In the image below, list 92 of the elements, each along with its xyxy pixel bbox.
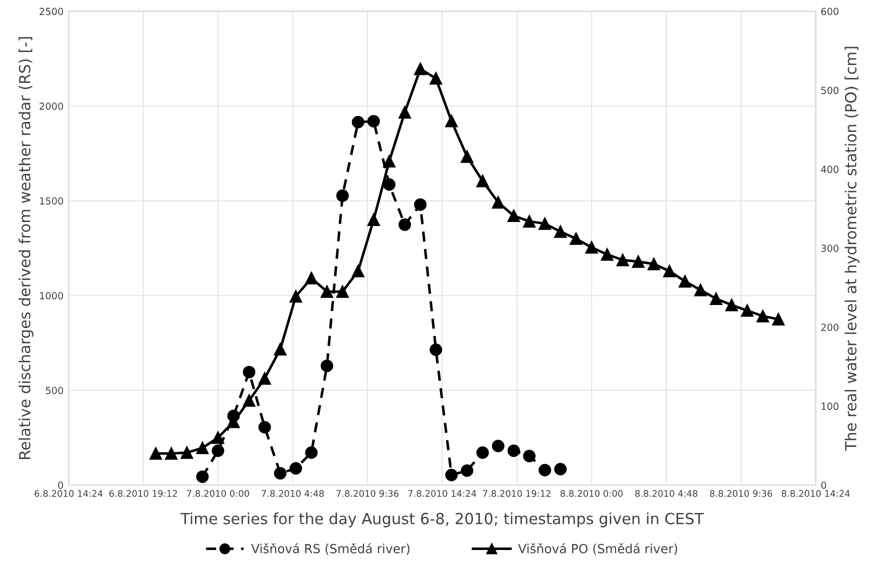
x-tick-label: 7.8.2010 4:48 [262, 490, 324, 497]
y-axis-title: Relative discharges derived from weather radar (RS) [-] [18, 37, 34, 459]
point [180, 446, 194, 459]
point [305, 272, 318, 284]
x-tick-label: 8.8.2010 4:48 [635, 490, 698, 497]
point [212, 444, 224, 457]
y2-tick-label: 500 [821, 86, 838, 94]
point [367, 213, 380, 226]
x-tick-label: 7.8.2010 9:36 [336, 490, 399, 497]
point [290, 290, 302, 303]
point [725, 298, 738, 312]
point [492, 196, 504, 209]
y2-tick-label: 300 [821, 244, 838, 252]
y-tick-label: 1000 [40, 292, 64, 300]
point [258, 372, 271, 385]
y-tick-label: 500 [46, 386, 64, 394]
y2-tick-label: 600 [821, 8, 838, 16]
point [616, 254, 629, 266]
point [196, 442, 209, 454]
y2-tick-label: 400 [821, 166, 838, 174]
point [382, 178, 396, 191]
point [523, 450, 536, 462]
point [165, 447, 178, 460]
y-tick-label: 1500 [40, 197, 64, 205]
point [398, 218, 412, 231]
point [632, 255, 645, 268]
point [523, 215, 536, 228]
point [352, 116, 364, 128]
point [772, 312, 785, 326]
point [336, 285, 349, 298]
y-tick-label: 0 [58, 482, 64, 489]
point [756, 310, 770, 322]
point [320, 360, 334, 372]
point [398, 106, 412, 119]
x-tick-label: 8.8.2010 9:36 [710, 490, 772, 497]
point [570, 232, 582, 245]
y2-axis-title: The real water level at hydrometric station (PO) [cm] [844, 46, 860, 451]
point [554, 225, 567, 238]
point [274, 342, 287, 356]
point [460, 150, 474, 163]
point [445, 468, 458, 482]
point [663, 264, 676, 278]
y2-tick-label: 0 [821, 482, 826, 489]
point [554, 462, 567, 476]
x-tick-label: 7.8.2010 14:24 [408, 490, 476, 497]
x-axis-title: Time series for the day August 6-8, 2010; timestamps given in CEST [180, 512, 704, 528]
point [430, 343, 442, 356]
point [336, 189, 349, 202]
point [538, 217, 552, 230]
x-tick-label: 6.8.2010 19:12 [109, 490, 177, 497]
point [242, 366, 256, 378]
point [492, 440, 504, 452]
point [476, 174, 489, 188]
point [258, 420, 271, 434]
point [710, 292, 722, 305]
point [476, 446, 489, 459]
y2-tick-label: 200 [821, 324, 838, 331]
y2-tick-label: 100 [822, 402, 838, 410]
x-tick-label: 7.8.2010 0:00 [187, 490, 250, 497]
point [305, 446, 318, 459]
point [445, 114, 458, 128]
point [740, 304, 754, 317]
point [430, 72, 442, 85]
x-tick-label: 6.8.2010 14:24 [34, 490, 103, 497]
point [352, 264, 364, 278]
point [460, 464, 474, 477]
point [274, 467, 287, 480]
point [382, 155, 396, 168]
point [367, 114, 380, 128]
y-tick-label: 2500 [40, 8, 64, 16]
y-tick-label: 2000 [40, 102, 64, 110]
point [414, 62, 427, 76]
x-tick-label: 8.8.2010 14:24 [782, 490, 850, 497]
point [196, 470, 209, 483]
x-tick-label: 8.8.2010 0:00 [560, 490, 623, 497]
point [320, 285, 334, 298]
point [507, 210, 520, 222]
point [290, 462, 302, 475]
point [242, 394, 256, 407]
point [149, 447, 162, 460]
legend-label: Višňová RS (Smědá river) [251, 543, 410, 555]
point [212, 431, 224, 444]
point [600, 248, 614, 261]
point [507, 444, 520, 457]
point [585, 241, 598, 254]
point [414, 198, 427, 211]
point [648, 258, 660, 270]
legend-label: Višňová PO (Smědá river) [518, 543, 678, 555]
point [694, 284, 707, 296]
point [538, 464, 552, 476]
point [678, 275, 692, 288]
x-tick-label: 7.8.2010 19:12 [483, 490, 550, 497]
